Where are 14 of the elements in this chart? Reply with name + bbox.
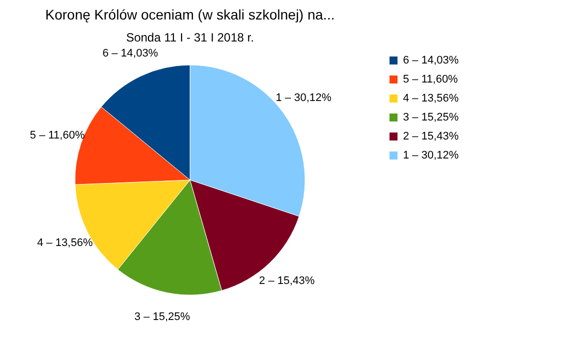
slice-label: 4 – 13,56%: [37, 236, 93, 249]
legend-label: 3 – 15,25%: [403, 112, 459, 124]
legend-label: 5 – 11,60%: [403, 74, 458, 86]
slice-label: 5 – 11,60%: [30, 129, 85, 142]
slice-label: 3 – 15,25%: [134, 311, 190, 324]
slice-label: 2 – 15,43%: [259, 275, 315, 288]
chart-title: Koronę Królów oceniam (w skali szkolnej) na...: [45, 6, 335, 22]
legend-label: 1 – 30,12%: [403, 150, 459, 162]
chart-subtitle: Sonda 11 I - 31 I 2018 r.: [126, 30, 254, 44]
legend-label: 2 – 15,43%: [403, 130, 459, 142]
legend-label: 6 – 14,03%: [403, 54, 459, 66]
slice-label: 6 – 14,03%: [102, 47, 158, 60]
slice-label: 1 – 30,12%: [276, 92, 332, 104]
legend-label: 4 – 13,56%: [403, 92, 459, 104]
